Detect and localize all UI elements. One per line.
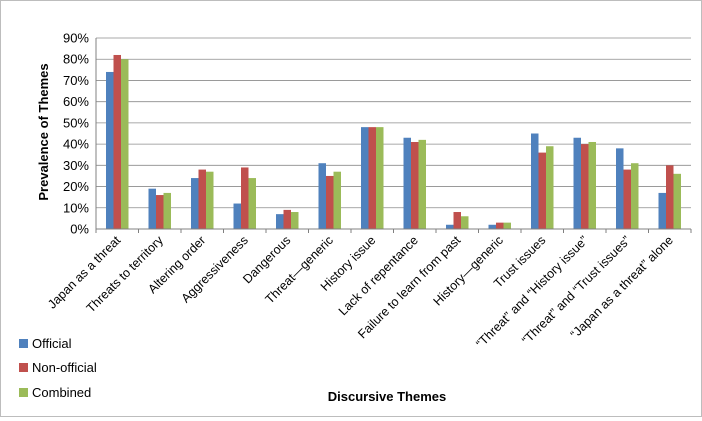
bar (291, 212, 299, 229)
bar (531, 133, 539, 229)
bar (658, 192, 666, 229)
bar (588, 141, 596, 229)
bar (368, 127, 376, 229)
bar (538, 152, 546, 229)
axes (95, 38, 692, 233)
y-tick-label: 10% (63, 200, 89, 215)
legend-label: Combined (32, 385, 91, 400)
bar (453, 212, 461, 229)
x-axis-title: Discursive Themes (328, 389, 447, 404)
bar (233, 203, 241, 229)
legend-label: Official (32, 336, 72, 351)
bar (198, 169, 206, 229)
gridlines (96, 37, 691, 209)
bar (121, 59, 129, 229)
y-tick-label: 70% (63, 73, 89, 88)
bar (673, 173, 681, 229)
bars (106, 54, 681, 229)
bar (418, 139, 426, 229)
bar (318, 163, 326, 229)
bar (113, 54, 121, 229)
bar (411, 141, 419, 229)
legend: Official Non-official Combined (19, 336, 97, 400)
bar (241, 167, 249, 229)
bar (581, 144, 589, 229)
bar (488, 224, 496, 229)
legend-label: Non-official (32, 360, 97, 375)
bar (446, 224, 454, 229)
bar (276, 214, 284, 229)
x-category-label: Threats to territory (84, 233, 167, 316)
x-category-label: Lack of repentance (336, 233, 421, 318)
y-tick-label: 90% (63, 31, 89, 46)
bar (546, 146, 554, 229)
bar (376, 127, 384, 229)
bar (163, 192, 171, 229)
y-axis-title: Prevalence of Themes (36, 63, 51, 200)
bar (191, 178, 199, 229)
bar (106, 71, 114, 229)
y-tick-label: 60% (63, 94, 89, 109)
bar (616, 148, 624, 229)
bar (283, 209, 291, 229)
bar (573, 137, 581, 229)
y-tick-label: 40% (63, 137, 89, 152)
bar (461, 216, 469, 229)
y-tick-labels: 0% 10% 20% 30% 40% 50% 60% 70% 80% 90% (63, 31, 89, 237)
bar (666, 165, 674, 229)
y-tick-label: 20% (63, 179, 89, 194)
bar (503, 222, 511, 229)
bar (403, 137, 411, 229)
legend-swatch (19, 363, 28, 372)
bar (496, 222, 504, 229)
bar (206, 171, 214, 229)
bar (248, 178, 256, 229)
bar (148, 188, 156, 229)
bar (361, 127, 369, 229)
legend-swatch (19, 339, 28, 348)
y-tick-label: 30% (63, 158, 89, 173)
bar (156, 195, 164, 229)
bar (326, 175, 334, 229)
bar (623, 169, 631, 229)
x-category-label: Japan as a threat (45, 233, 124, 312)
y-tick-label: 50% (63, 115, 89, 130)
y-tick-label: 80% (63, 52, 89, 67)
bar (631, 163, 639, 229)
bar (333, 171, 341, 229)
legend-swatch (19, 388, 28, 397)
y-tick-label: 0% (70, 222, 89, 237)
